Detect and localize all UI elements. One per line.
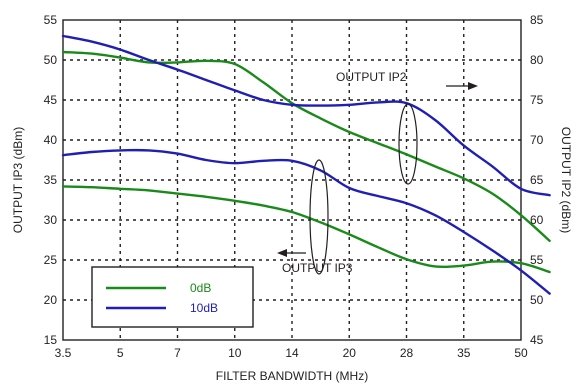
output-ip3-arrow-head	[277, 249, 287, 257]
plot-frame	[62, 19, 522, 341]
left-tick-label: 30	[44, 213, 58, 227]
legend-box	[91, 266, 254, 328]
left-tick-label: 50	[44, 53, 58, 67]
output-ip3-group-ellipse	[309, 159, 329, 275]
x-tick-label: 14	[285, 346, 299, 360]
right-tick-label: 55	[530, 253, 544, 267]
left-tick-label: 35	[44, 173, 58, 187]
right-tick-label: 50	[530, 293, 544, 307]
series-line-output-ip3-0db	[61, 185, 551, 274]
x-tick-label: 3.5	[55, 346, 72, 360]
x-tick-label: 28	[400, 346, 414, 360]
x-tick-label: 20	[343, 346, 357, 360]
left-tick-label: 55	[44, 13, 58, 27]
x-tick-label: 50	[514, 346, 528, 360]
legend: 0dB 10dB	[91, 266, 254, 328]
right-y-axis-title: OUTPUT IP2 (dBm)	[559, 127, 573, 233]
annotation-output-ip2: OUTPUT IP2	[336, 70, 407, 84]
x-tick-label: 35	[457, 346, 471, 360]
x-tick-label: 5	[117, 346, 124, 360]
x-axis-title: FILTER BANDWIDTH (MHz)	[216, 369, 368, 383]
left-y-axis-title: OUTPUT IP3 (dBm)	[11, 127, 25, 233]
left-tick-label: 25	[44, 253, 58, 267]
right-tick-label: 80	[530, 53, 544, 67]
legend-label-0db: 0dB	[190, 281, 211, 295]
x-tick-labels: 3.5 5 7 10 14 20 28 35 50	[55, 346, 528, 360]
left-tick-labels: 15 20 25 30 35 40 45 50 55	[44, 13, 58, 347]
right-tick-labels: 45 50 55 60 65 70 75 80 85	[530, 13, 544, 347]
right-tick-label: 85	[530, 13, 544, 27]
left-tick-label: 20	[44, 293, 58, 307]
left-tick-label: 40	[44, 133, 58, 147]
series-line-output-ip2-10db	[61, 34, 551, 197]
series-lines	[61, 34, 551, 295]
annotation-output-ip3: OUTPUT IP3	[282, 261, 353, 275]
annotations	[277, 82, 478, 275]
series-line-output-ip2-0db	[61, 50, 551, 242]
right-tick-label: 65	[530, 173, 544, 187]
output-ip2-group-ellipse	[398, 103, 418, 185]
x-tick-label: 7	[174, 346, 181, 360]
legend-label-10db: 10dB	[190, 301, 218, 315]
right-tick-label: 70	[530, 133, 544, 147]
right-tick-label: 45	[530, 333, 544, 347]
x-tick-label: 10	[228, 346, 242, 360]
right-tick-label: 60	[530, 213, 544, 227]
right-tick-label: 75	[530, 93, 544, 107]
series-line-output-ip3-10db	[61, 148, 551, 295]
left-tick-label: 15	[44, 333, 58, 347]
left-tick-label: 45	[44, 93, 58, 107]
output-ip2-arrow-head	[468, 82, 478, 90]
